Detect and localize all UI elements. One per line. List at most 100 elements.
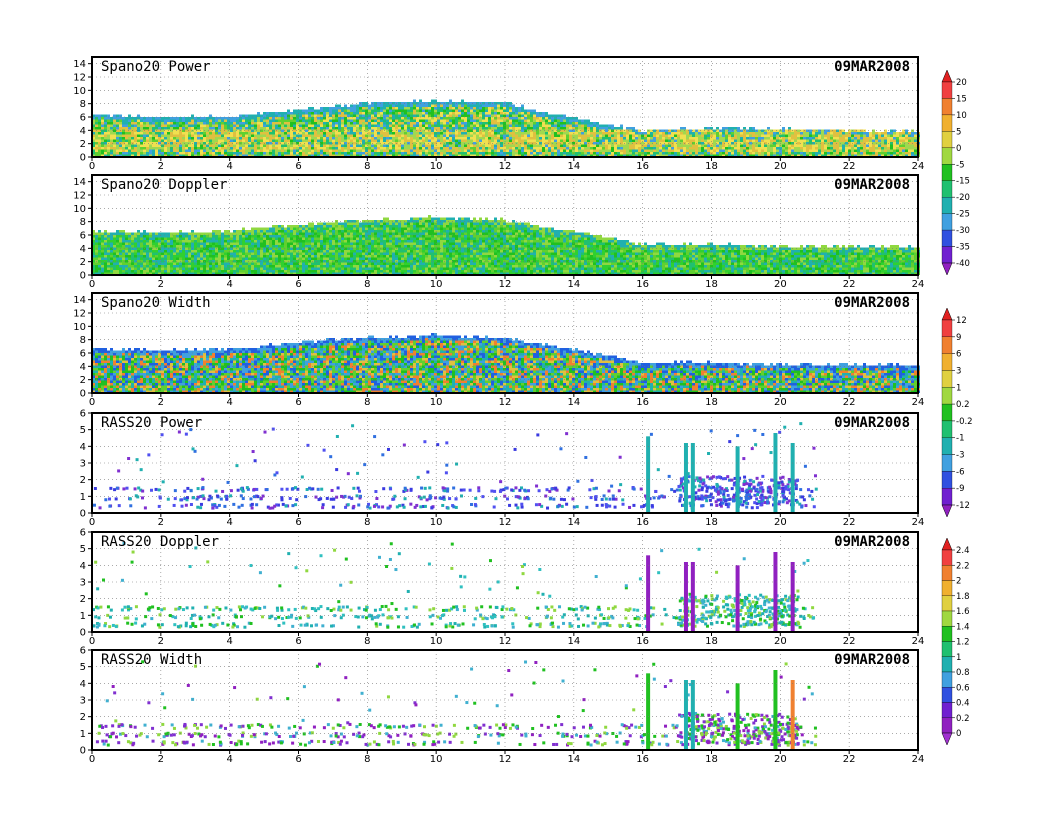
heatmap-cell — [131, 147, 134, 150]
heatmap-cell — [542, 139, 545, 142]
heatmap-cell — [356, 142, 359, 145]
heatmap-cell — [149, 127, 152, 130]
heatmap-cell — [317, 114, 320, 117]
heatmap-cell — [149, 149, 152, 152]
heatmap-cell — [308, 139, 311, 142]
heatmap-cell — [329, 117, 332, 120]
heatmap-cell — [356, 104, 359, 107]
heatmap-cell — [305, 127, 308, 130]
heatmap-cell — [413, 109, 416, 112]
heatmap-cell — [647, 129, 650, 132]
heatmap-cell — [632, 132, 635, 135]
heatmap-cell — [467, 149, 470, 152]
heatmap-cell — [503, 112, 506, 115]
heatmap-cell — [842, 137, 845, 140]
heatmap-cell — [299, 119, 302, 122]
heatmap-cell — [179, 122, 182, 125]
heatmap-cell — [119, 242, 122, 245]
heatmap-cell — [911, 152, 914, 155]
heatmap-cell — [485, 132, 488, 135]
heatmap-cell — [761, 134, 764, 137]
heatmap-cell — [845, 154, 848, 157]
heatmap-cell — [254, 129, 257, 132]
heatmap-cell — [389, 144, 392, 147]
heatmap-cell — [794, 152, 797, 155]
heatmap-cell — [137, 262, 140, 265]
heatmap-cell — [764, 144, 767, 147]
heatmap-cell — [92, 122, 95, 125]
heatmap-cell — [785, 144, 788, 147]
heatmap-cell — [899, 147, 902, 150]
heatmap-cell — [398, 139, 401, 142]
heatmap-cell — [98, 117, 101, 120]
heatmap-cell — [911, 144, 914, 147]
heatmap-cell — [419, 132, 422, 135]
heatmap-cell — [623, 144, 626, 147]
heatmap-cell — [386, 104, 389, 107]
heatmap-cell — [731, 149, 734, 152]
heatmap-cell — [770, 129, 773, 132]
heatmap-cell — [500, 117, 503, 120]
heatmap-cell — [788, 139, 791, 142]
heatmap-cell — [398, 112, 401, 115]
heatmap-cell — [899, 137, 902, 140]
heatmap-cell — [107, 154, 110, 157]
heatmap-cell — [269, 122, 272, 125]
heatmap-cell — [635, 152, 638, 155]
heatmap-cell — [119, 134, 122, 137]
heatmap-cell — [176, 240, 179, 243]
heatmap-cell — [341, 142, 344, 145]
heatmap-cell — [95, 122, 98, 125]
heatmap-cell — [575, 154, 578, 157]
heatmap-cell — [737, 137, 740, 140]
heatmap-cell — [494, 137, 497, 140]
heatmap-cell — [524, 147, 527, 150]
heatmap-cell — [176, 134, 179, 137]
heatmap-cell — [836, 154, 839, 157]
heatmap-cell — [575, 147, 578, 150]
heatmap-cell — [707, 127, 710, 130]
heatmap-cell — [95, 134, 98, 137]
heatmap-cell — [281, 119, 284, 122]
heatmap-cell — [329, 149, 332, 152]
heatmap-cell — [908, 149, 911, 152]
heatmap-cell — [779, 134, 782, 137]
heatmap-cell — [356, 114, 359, 117]
heatmap-cell — [908, 154, 911, 157]
heatmap-cell — [671, 132, 674, 135]
heatmap-cell — [671, 149, 674, 152]
heatmap-cell — [629, 134, 632, 137]
heatmap-cell — [335, 127, 338, 130]
heatmap-cell — [713, 147, 716, 150]
heatmap-cell — [464, 129, 467, 132]
heatmap-cell — [155, 117, 158, 120]
heatmap-cell — [551, 147, 554, 150]
heatmap-cell — [446, 127, 449, 130]
heatmap-cell — [260, 119, 263, 122]
heatmap-cell — [425, 124, 428, 127]
heatmap-cell — [470, 139, 473, 142]
heatmap-cell — [536, 154, 539, 157]
heatmap-cell — [707, 154, 710, 157]
heatmap-cell — [539, 149, 542, 152]
heatmap-cell — [497, 152, 500, 155]
heatmap-cell — [491, 104, 494, 107]
heatmap-cell — [167, 134, 170, 137]
heatmap-cell — [170, 117, 173, 120]
heatmap-cell — [515, 154, 518, 157]
heatmap-cell — [398, 134, 401, 137]
heatmap-cell — [527, 149, 530, 152]
heatmap-cell — [842, 147, 845, 150]
heatmap-cell — [359, 107, 362, 110]
heatmap-cell — [110, 147, 113, 150]
heatmap-cell — [905, 134, 908, 137]
heatmap-cell — [149, 250, 152, 253]
heatmap-cell — [116, 270, 119, 273]
heatmap-cell — [260, 134, 263, 137]
heatmap-cell — [230, 124, 233, 127]
heatmap-cell — [452, 109, 455, 112]
heatmap-cell — [551, 139, 554, 142]
heatmap-cell — [245, 152, 248, 155]
heatmap-cell — [197, 154, 200, 157]
heatmap-cell — [395, 154, 398, 157]
